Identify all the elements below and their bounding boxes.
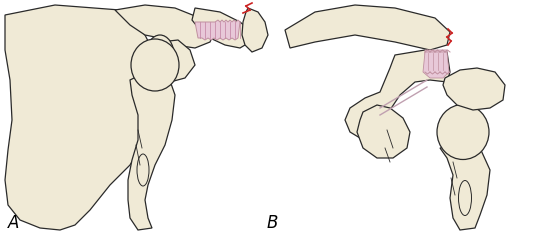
Polygon shape: [242, 8, 268, 52]
Polygon shape: [285, 5, 450, 50]
Ellipse shape: [146, 35, 174, 75]
Polygon shape: [345, 50, 450, 138]
Polygon shape: [195, 20, 240, 40]
Polygon shape: [192, 8, 250, 48]
Ellipse shape: [437, 105, 489, 160]
Text: B: B: [267, 214, 279, 232]
Polygon shape: [357, 105, 410, 158]
Polygon shape: [423, 52, 449, 78]
Ellipse shape: [131, 39, 179, 91]
Polygon shape: [425, 50, 447, 55]
Polygon shape: [115, 5, 215, 48]
Polygon shape: [128, 72, 175, 230]
Text: A: A: [8, 214, 19, 232]
Polygon shape: [5, 5, 160, 230]
Polygon shape: [440, 145, 490, 230]
Polygon shape: [148, 40, 195, 82]
Polygon shape: [443, 68, 505, 110]
